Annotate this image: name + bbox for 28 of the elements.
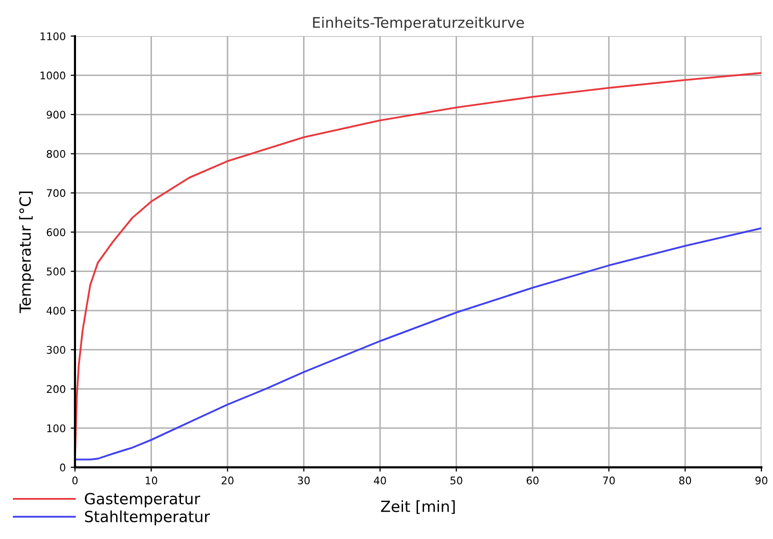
x-tick-label: 50: [450, 476, 462, 484]
y-axis-title: Temperatur [°C]: [19, 192, 34, 314]
y-tick-label: 400: [46, 306, 66, 315]
x-tick-label: 30: [298, 476, 310, 484]
y-tick-label: 600: [46, 228, 66, 236]
x-axis-title: Zeit [min]: [381, 500, 455, 514]
y-tick-label: 300: [46, 346, 66, 354]
x-tick-label: 70: [603, 476, 615, 484]
x-tick-label: 90: [755, 476, 768, 484]
x-tick-label: 0: [72, 476, 78, 484]
x-tick-label: 60: [526, 476, 539, 484]
y-tick-label: 700: [46, 189, 66, 198]
y-tick-label: 800: [46, 150, 66, 158]
y-tick-label: 100: [47, 424, 66, 432]
y-tick-label: 200: [46, 385, 66, 394]
y-tick-label: 1100: [40, 32, 66, 40]
y-tick-label: 900: [46, 110, 66, 119]
y-tick-label: 1000: [40, 72, 66, 80]
chart-title: Einheits-Temperaturzeitkurve: [313, 16, 524, 31]
legend-label: Gastemperatur: [84, 492, 200, 508]
x-tick-label: 10: [146, 476, 158, 484]
line-series: [74, 227, 762, 460]
y-tick-label: 500: [46, 268, 66, 276]
x-tick-label: 80: [679, 476, 692, 484]
legend-label: Stahltemperatur: [85, 510, 210, 526]
x-tick-label: 40: [374, 476, 386, 484]
x-tick-label: 20: [222, 476, 234, 484]
y-tick-label: 0: [60, 464, 66, 472]
